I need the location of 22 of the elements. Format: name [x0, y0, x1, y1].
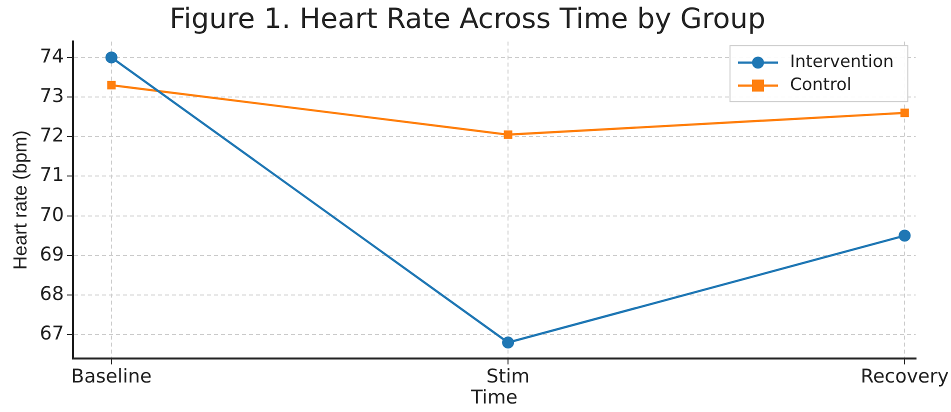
x-tick-label: Stim — [486, 366, 530, 388]
chart-title: Figure 1. Heart Rate Across Time by Group — [169, 2, 766, 36]
x-tick-label: Recovery — [860, 366, 949, 388]
point — [504, 130, 512, 139]
y-axis-title: Heart rate (bpm) — [10, 130, 32, 270]
y-tick-label: 68 — [40, 282, 64, 305]
y-tick-label: 69 — [40, 243, 64, 266]
legend-label: Intervention — [790, 52, 894, 72]
point — [900, 108, 909, 118]
y-tick-label: 73 — [40, 84, 64, 107]
y-tick-label: 67 — [40, 322, 64, 345]
y-tick-label: 70 — [40, 204, 64, 226]
legend-label: Control — [790, 75, 852, 96]
x-tick-label: Baseline — [71, 366, 152, 388]
point — [105, 51, 118, 64]
y-tick-label: 71 — [40, 164, 64, 186]
x-axis-title: Time — [470, 386, 518, 409]
y-tick-label: 74 — [40, 45, 64, 68]
point — [107, 80, 116, 90]
point — [502, 336, 514, 349]
point — [898, 230, 911, 242]
y-tick-label: 72 — [40, 124, 64, 147]
